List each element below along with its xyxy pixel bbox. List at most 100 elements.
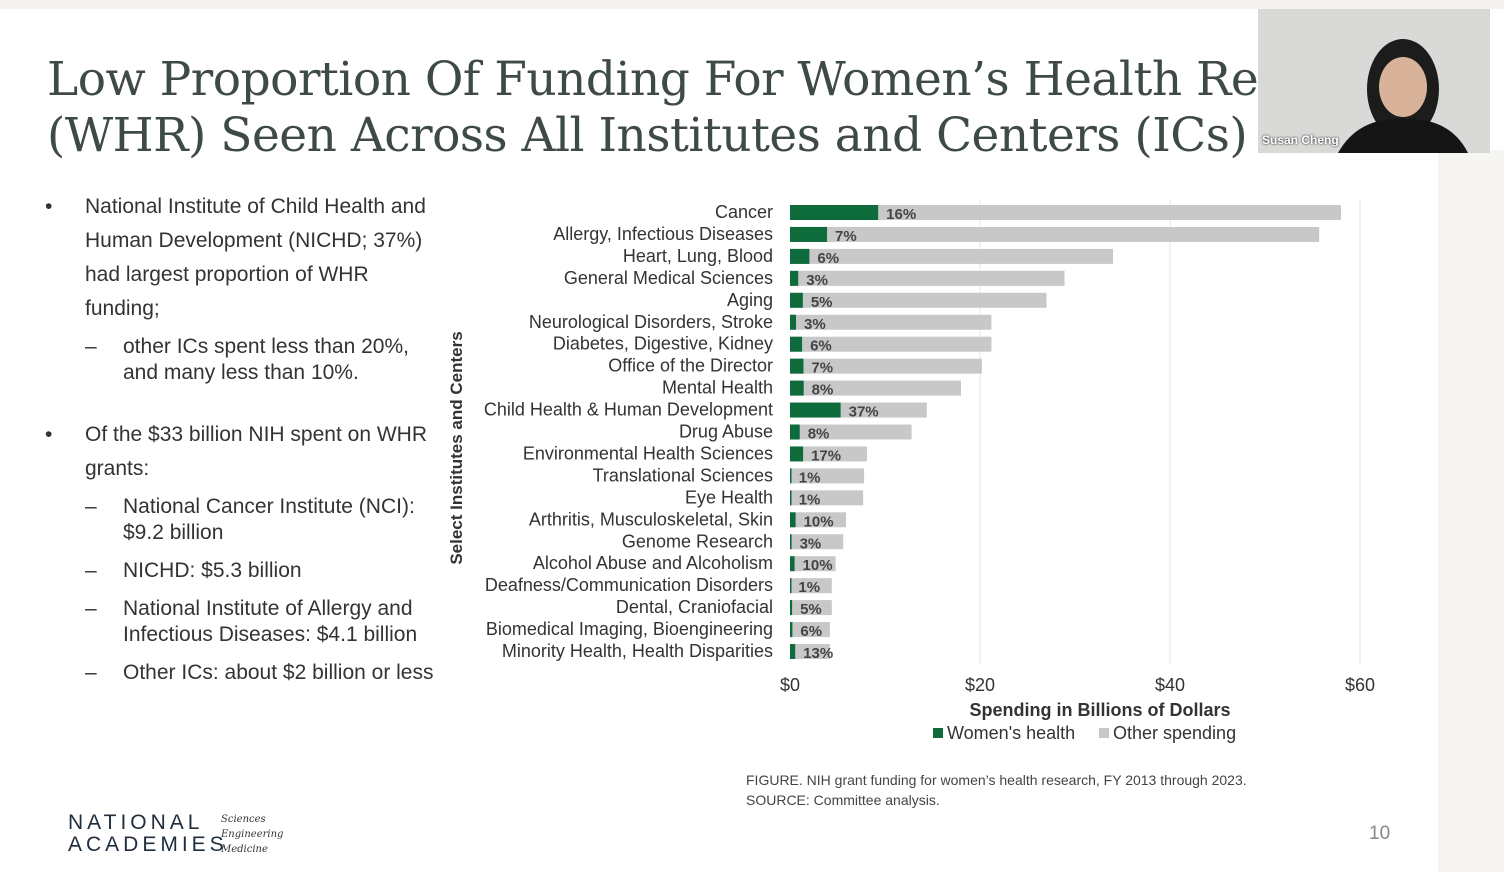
sub-bullet: Other ICs: about $2 billion or less	[45, 660, 435, 686]
bar-other-spending	[790, 600, 832, 616]
bar-other-spending	[790, 226, 1320, 242]
category-label: Allergy, Infectious Diseases	[553, 224, 773, 244]
bullet: National Institute of Child Health and H…	[45, 190, 435, 326]
category-label: Dental, Craniofacial	[616, 597, 773, 617]
category-label: Diabetes, Digestive, Kidney	[553, 334, 773, 354]
bar-other-spending	[790, 622, 830, 638]
data-label: 8%	[808, 426, 830, 443]
bar-other-spending	[790, 424, 912, 440]
bar-womens-health	[790, 424, 800, 440]
figure-caption: FIGURE. NIH grant funding for women’s he…	[746, 770, 1247, 810]
bar-womens-health	[790, 578, 792, 594]
source-text: SOURCE: Committee analysis.	[746, 792, 940, 808]
data-label: 5%	[811, 294, 833, 311]
data-label: 1%	[798, 579, 820, 596]
legend-other: Other spending	[1113, 723, 1236, 743]
bar-other-spending	[790, 380, 961, 396]
participant-name: Susan Cheng	[1262, 133, 1339, 147]
x-tick-label: $0	[780, 675, 800, 695]
sub-bullet: other ICs spent less than 20%, and many …	[45, 334, 435, 386]
data-label: 16%	[886, 206, 916, 223]
bar-womens-health	[790, 336, 803, 352]
bar-womens-health	[790, 644, 796, 659]
category-label: Cancer	[715, 202, 773, 222]
data-label: 3%	[804, 316, 826, 333]
category-label: Environmental Health Sciences	[523, 443, 773, 463]
category-label: Alcohol Abuse and Alcoholism	[533, 553, 773, 573]
category-label: Office of the Director	[608, 356, 773, 376]
bar-other-spending	[790, 314, 992, 330]
page-number: 10	[1369, 823, 1391, 844]
bullet-list: National Institute of Child Health and H…	[45, 190, 435, 698]
sub-bullet: National Cancer Institute (NCI): $9.2 bi…	[45, 494, 435, 546]
logo-sub-3: Medicine	[221, 844, 268, 855]
category-label: Minority Health, Health Disparities	[502, 641, 773, 661]
category-label: Eye Health	[685, 487, 773, 507]
legend-swatch-other	[1099, 728, 1109, 738]
category-label: Deafness/Communication Disorders	[485, 575, 773, 595]
bar-womens-health	[790, 468, 792, 484]
category-label: Aging	[727, 290, 773, 310]
bar-womens-health	[790, 556, 795, 572]
x-tick-label: $60	[1345, 675, 1375, 695]
bar-other-spending	[790, 248, 1113, 264]
data-label: 7%	[811, 360, 833, 377]
title-line-1: Low Proportion Of Funding For Women’s He…	[47, 52, 1310, 107]
slide-title: Low Proportion Of Funding For Women’s He…	[47, 52, 1310, 164]
slide-margin	[1438, 150, 1504, 872]
bar-womens-health	[790, 205, 879, 220]
bar-other-spending	[790, 205, 1341, 220]
category-label: Mental Health	[662, 378, 773, 398]
bar-other-spending	[790, 490, 864, 506]
data-label: 10%	[803, 557, 833, 574]
bar-other-spending	[790, 358, 982, 374]
participant-video[interactable]: Susan Cheng	[1258, 9, 1490, 153]
x-axis-title: Spending in Billions of Dollars	[969, 700, 1230, 720]
x-tick-label: $40	[1155, 675, 1185, 695]
category-label: Neurological Disorders, Stroke	[529, 312, 773, 332]
bar-womens-health	[790, 292, 803, 308]
bar-womens-health	[790, 226, 828, 242]
legend-swatch-womens	[933, 728, 943, 738]
category-label: Biomedical Imaging, Bioengineering	[486, 619, 773, 639]
legend-womens: Women's health	[947, 723, 1075, 743]
bar-other-spending	[790, 512, 847, 528]
bar-womens-health	[790, 380, 804, 396]
data-label: 6%	[800, 623, 822, 640]
bar-other-spending	[790, 336, 992, 352]
category-label: Translational Sciences	[593, 465, 773, 485]
bar-other-spending	[790, 578, 832, 594]
category-label: Heart, Lung, Blood	[623, 246, 773, 266]
data-label: 6%	[810, 338, 832, 355]
bar-womens-health	[790, 314, 797, 330]
x-tick-label: $20	[965, 675, 995, 695]
data-label: 7%	[835, 228, 857, 245]
bar-womens-health	[790, 270, 799, 286]
data-label: 3%	[806, 272, 828, 289]
bar-womens-health	[790, 534, 792, 550]
bar-other-spending	[790, 292, 1047, 308]
logo-subtitle: Sciences Engineering Medicine	[221, 812, 283, 857]
bar-other-spending	[790, 270, 1065, 286]
sub-bullet: National Institute of Allergy and Infect…	[45, 596, 435, 648]
participant-avatar	[1258, 9, 1490, 153]
category-label: General Medical Sciences	[564, 268, 773, 288]
category-label: Arthritis, Musculoskeletal, Skin	[529, 509, 773, 529]
logo-sub-1: Sciences	[221, 814, 266, 825]
logo-line-2: ACADEMIES	[68, 833, 228, 856]
sub-bullet: NICHD: $5.3 billion	[45, 558, 435, 584]
logo-sub-2: Engineering	[221, 829, 284, 840]
bar-womens-health	[790, 248, 810, 264]
data-label: 1%	[799, 491, 821, 508]
data-label: 3%	[800, 535, 822, 552]
bar-womens-health	[790, 402, 841, 418]
category-label: Genome Research	[622, 531, 773, 551]
category-label: Drug Abuse	[679, 422, 773, 442]
data-label: 13%	[803, 645, 833, 662]
window-top-bar	[0, 0, 1504, 9]
bar-womens-health	[790, 490, 792, 506]
data-label: 5%	[800, 601, 822, 618]
caption-text: FIGURE. NIH grant funding for women’s he…	[746, 772, 1247, 788]
data-label: 17%	[811, 447, 841, 464]
